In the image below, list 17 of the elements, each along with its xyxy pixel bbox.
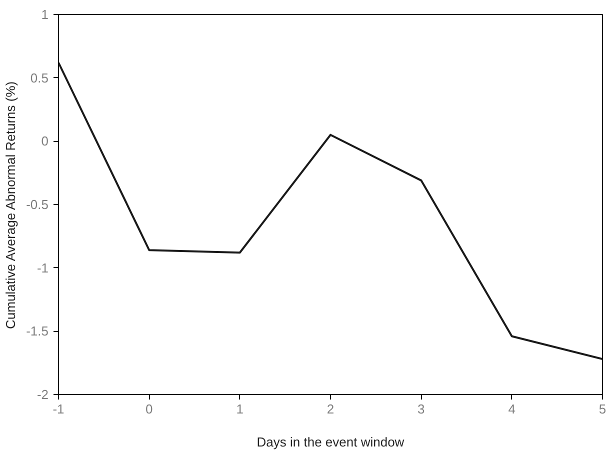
line-series xyxy=(58,62,602,360)
y-tick-label: 1 xyxy=(41,7,49,22)
x-tick-label: 5 xyxy=(598,402,606,416)
x-tick-label: 4 xyxy=(508,402,516,416)
x-tick-label: -1 xyxy=(52,402,64,416)
y-tick-label: -0.5 xyxy=(26,197,49,212)
x-tick-label: 1 xyxy=(236,402,244,416)
x-tick-label: 2 xyxy=(326,402,334,416)
x-tick-label: 3 xyxy=(418,402,425,416)
y-tick-label: 0.5 xyxy=(30,70,49,86)
y-tick-label: -1.5 xyxy=(26,324,49,339)
x-axis-title: Days in the event window xyxy=(256,434,405,450)
x-tick-label: 0 xyxy=(146,402,153,416)
y-tick-label: 0 xyxy=(41,134,49,149)
y-axis-title: Cumulative Average Abnormal Returns (%) xyxy=(3,81,18,330)
y-tick-label: -2 xyxy=(36,387,49,402)
y-tick-label: -1 xyxy=(36,260,49,276)
